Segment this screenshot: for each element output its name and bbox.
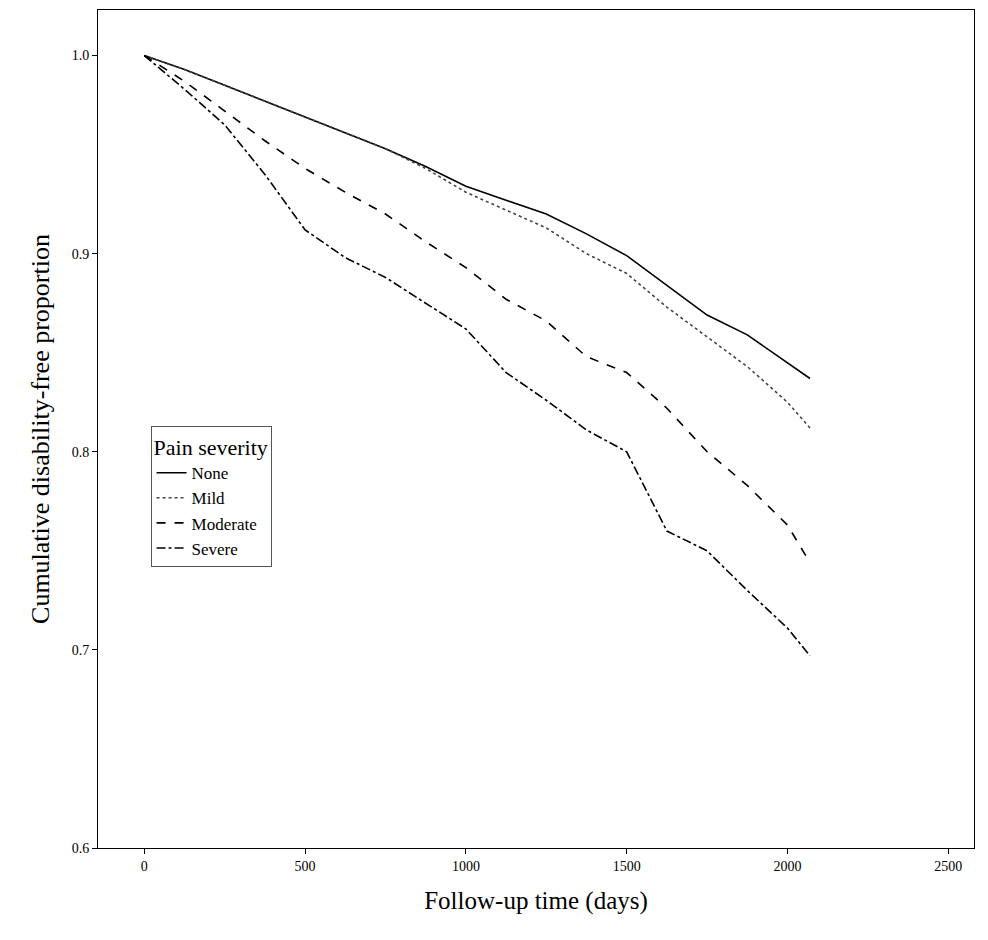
svg-text:0.7: 0.7 — [72, 643, 90, 658]
svg-text:2000: 2000 — [773, 859, 801, 874]
svg-text:500: 500 — [295, 859, 316, 874]
svg-text:0.9: 0.9 — [72, 247, 90, 262]
svg-text:None: None — [192, 464, 229, 483]
svg-text:0: 0 — [141, 859, 148, 874]
svg-text:Pain severity: Pain severity — [154, 435, 268, 460]
svg-text:1500: 1500 — [613, 859, 641, 874]
svg-text:Moderate: Moderate — [192, 515, 257, 534]
svg-text:0.8: 0.8 — [72, 445, 90, 460]
svg-text:Follow-up time (days): Follow-up time (days) — [424, 887, 648, 915]
svg-text:1000: 1000 — [452, 859, 480, 874]
svg-text:0.6: 0.6 — [72, 841, 90, 856]
svg-text:Severe: Severe — [192, 540, 238, 559]
svg-text:Mild: Mild — [192, 489, 226, 508]
svg-text:Cumulative disability-free pro: Cumulative disability-free proportion — [26, 234, 55, 624]
svg-text:1.0: 1.0 — [72, 48, 90, 63]
svg-text:2500: 2500 — [934, 859, 962, 874]
